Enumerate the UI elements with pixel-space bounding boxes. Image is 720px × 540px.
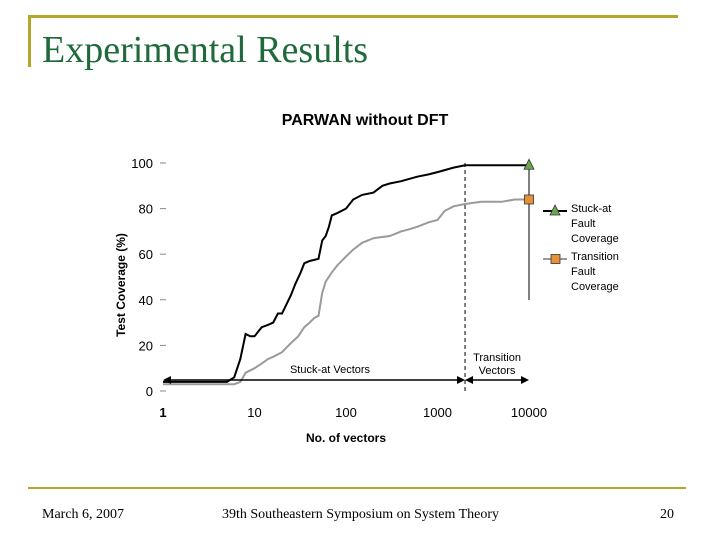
slide-title: Experimental Results (42, 29, 369, 71)
x-tick-label: 1 (159, 405, 166, 420)
series-layer (163, 158, 535, 386)
y-tick-label: 100 (131, 156, 153, 171)
page-number: 20 (660, 507, 674, 522)
legend-square-icon (550, 254, 561, 264)
frame-top-border (28, 15, 678, 18)
legend-triangle-icon (549, 204, 561, 216)
series-line-stuck-at (163, 164, 529, 383)
footer-conference: 39th Southeastern Symposium on System Th… (222, 507, 500, 522)
y-tick-label: 40 (139, 293, 153, 308)
legend: Stuck-at Fault Coverage Transition Fault Cove… (543, 203, 619, 293)
transition-vectors-arrow-head-left (465, 376, 474, 384)
legend-label: Stuck-at (571, 203, 611, 215)
footer-date: March 6, 2007 (42, 507, 125, 522)
y-tick-label: 20 (139, 338, 153, 353)
stuck-at-end-marker (523, 158, 535, 170)
transition-vectors-arrow-head-right (521, 376, 529, 384)
stuck-at-vectors-arrow-head-left (163, 376, 171, 384)
frame-left-border (28, 15, 31, 67)
x-tick-label: 10 (247, 405, 261, 420)
series-line-transition (163, 198, 529, 386)
transition-vectors-label: Transition (473, 352, 521, 364)
x-tick-label: 10000 (511, 405, 547, 420)
axes: 0 20 40 60 80 100 1 10 100 1000 10000 (131, 156, 547, 420)
frame-bottom-border (28, 487, 686, 489)
legend-label: Coverage (571, 233, 619, 245)
legend-label: Fault (571, 218, 595, 230)
transition-vectors-label: Vectors (479, 365, 516, 377)
x-tick-label: 1000 (423, 405, 452, 420)
legend-label: Fault (571, 266, 595, 278)
stuck-at-vectors-arrow-head-right (457, 376, 466, 384)
y-tick-label: 80 (139, 202, 153, 217)
y-tick-label: 60 (139, 247, 153, 262)
transition-end-marker (524, 194, 534, 205)
legend-label: Transition (571, 251, 619, 263)
x-axis-label: No. of vectors (306, 431, 386, 445)
y-axis-label: Test Coverage (%) (114, 233, 128, 337)
x-tick-label: 100 (335, 405, 357, 420)
stuck-at-vectors-label: Stuck-at Vectors (290, 364, 371, 376)
chart-title: PARWAN without DFT (282, 112, 449, 129)
y-tick-label: 0 (146, 384, 153, 399)
legend-label: Coverage (571, 281, 619, 293)
